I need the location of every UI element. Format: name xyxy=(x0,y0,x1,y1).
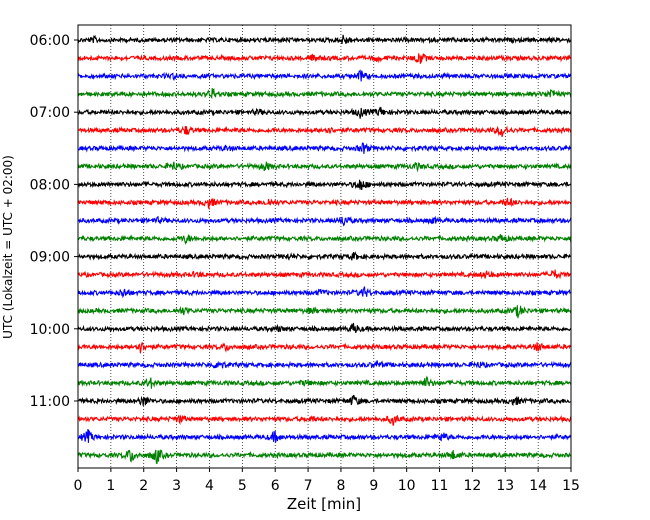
y-tick-label: 10:00 xyxy=(30,322,70,338)
x-tick-label: 12 xyxy=(463,478,481,494)
trace-line xyxy=(77,53,572,64)
x-tick-label: 3 xyxy=(172,478,181,494)
trace-line xyxy=(77,341,572,354)
x-tick-label: 2 xyxy=(139,478,148,494)
y-tick-label: 08:00 xyxy=(30,177,70,193)
x-tick-label: 0 xyxy=(74,478,83,494)
x-tick-label: 4 xyxy=(205,478,214,494)
trace-line xyxy=(77,197,572,211)
trace-line xyxy=(77,269,571,280)
trace-line xyxy=(77,414,572,426)
trace-line xyxy=(77,286,572,299)
trace-line xyxy=(77,449,572,465)
y-tick-label: 07:00 xyxy=(30,105,70,121)
trace-line xyxy=(77,125,572,137)
x-tick-label: 8 xyxy=(336,478,345,494)
trace-line xyxy=(77,429,572,443)
trace-line xyxy=(77,142,572,154)
trace-line xyxy=(77,179,572,191)
x-tick-label: 15 xyxy=(562,478,580,494)
grid-lines xyxy=(110,25,539,468)
y-axis-ticks: 06:00 07:00 08:00 09:00 10:00 11:00 xyxy=(30,33,78,410)
x-tick-label: 9 xyxy=(369,478,378,494)
x-axis-label: Zeit [min] xyxy=(287,495,361,513)
x-axis-ticks: 0 1 2 3 4 5 6 7 8 9 10 11 12 13 14 15 xyxy=(74,468,580,494)
trace-line xyxy=(77,251,572,261)
x-tick-label: 13 xyxy=(496,478,514,494)
y-tick-label: 09:00 xyxy=(30,250,70,266)
trace-line xyxy=(77,305,572,319)
trace-line xyxy=(77,394,572,407)
x-tick-label: 11 xyxy=(431,478,449,494)
x-tick-label: 10 xyxy=(398,478,416,494)
trace-line xyxy=(77,234,572,246)
trace-line xyxy=(77,322,572,333)
trace-line xyxy=(78,360,572,370)
trace-line xyxy=(77,161,572,173)
x-tick-label: 5 xyxy=(238,478,247,494)
plot-frame xyxy=(77,24,572,469)
x-tick-label: 7 xyxy=(304,478,313,494)
x-tick-label: 1 xyxy=(106,478,115,494)
trace-line xyxy=(77,69,572,82)
y-axis-label: UTC (Lokalzeit = UTC + 02:00) xyxy=(1,155,15,339)
y-tick-label: 11:00 xyxy=(30,394,70,410)
plot-area-background xyxy=(78,25,571,468)
trace-line xyxy=(77,106,572,119)
x-tick-label: 14 xyxy=(529,478,547,494)
x-tick-label: 6 xyxy=(271,478,280,494)
trace-group xyxy=(77,34,572,465)
y-tick-label: 06:00 xyxy=(30,33,70,49)
trace-line xyxy=(77,375,572,389)
trace-line xyxy=(77,87,572,100)
trace-line xyxy=(77,215,572,227)
trace-line xyxy=(77,34,572,45)
